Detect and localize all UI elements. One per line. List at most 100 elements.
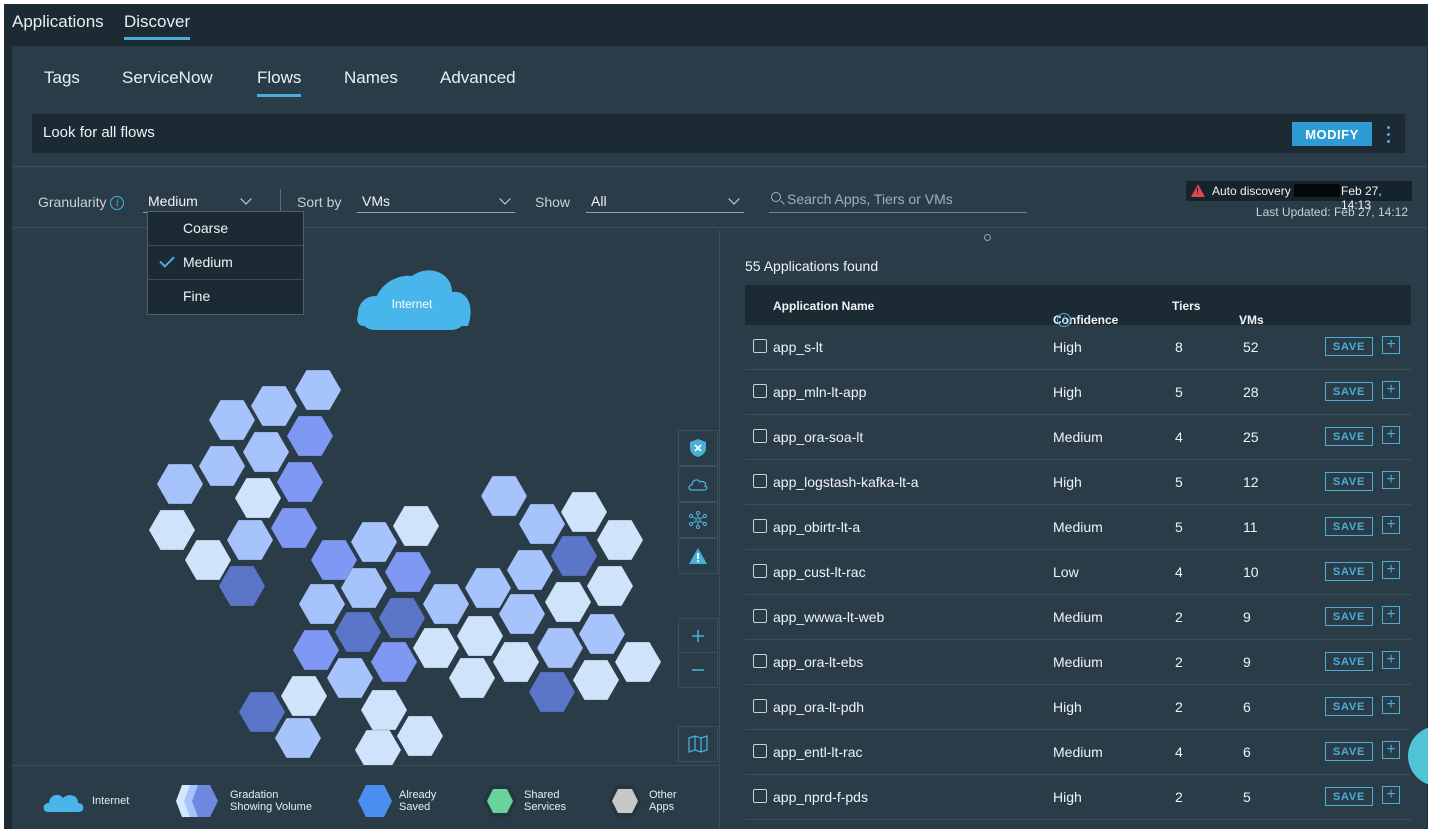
row-checkbox[interactable] <box>753 699 767 713</box>
save-button[interactable]: SAVE <box>1325 652 1373 671</box>
application-hexagon[interactable] <box>239 692 285 732</box>
info-icon[interactable]: i <box>110 196 125 211</box>
tab-servicenow[interactable]: ServiceNow <box>122 68 213 87</box>
application-hexagon[interactable] <box>493 642 539 682</box>
table-row[interactable]: app_cust-lt-rac Low 4 10 SAVE + <box>745 550 1411 595</box>
table-row[interactable]: app_wwwa-lt-web Medium 2 9 SAVE + <box>745 595 1411 640</box>
add-icon[interactable]: + <box>1382 471 1400 489</box>
tab-advanced[interactable]: Advanced <box>440 68 516 87</box>
add-icon[interactable]: + <box>1382 336 1400 354</box>
app-name-cell[interactable]: app_ora-lt-ebs <box>773 654 864 670</box>
granularity-option-medium[interactable]: Medium <box>148 246 303 280</box>
add-icon[interactable]: + <box>1382 741 1400 759</box>
application-hexagon[interactable] <box>371 642 417 682</box>
save-button[interactable]: SAVE <box>1325 427 1373 446</box>
application-hexagon[interactable] <box>597 520 643 560</box>
application-hexagon[interactable] <box>457 616 503 656</box>
application-hexagon[interactable] <box>481 476 527 516</box>
application-hexagon[interactable] <box>185 540 231 580</box>
tab-discover[interactable]: Discover <box>124 12 191 40</box>
application-hexagon[interactable] <box>209 400 255 440</box>
application-hexagon[interactable] <box>507 550 553 590</box>
save-button[interactable]: SAVE <box>1325 562 1373 581</box>
tab-names[interactable]: Names <box>344 68 398 87</box>
internet-cloud-icon[interactable]: Internet <box>357 270 471 330</box>
application-hexagon[interactable] <box>551 536 597 576</box>
application-hexagon[interactable] <box>199 446 245 486</box>
application-hexagon[interactable] <box>243 432 289 472</box>
application-hexagon[interactable] <box>413 628 459 668</box>
application-hexagon[interactable] <box>271 508 317 548</box>
application-hexagon[interactable] <box>385 552 431 592</box>
application-hexagon[interactable] <box>379 598 425 638</box>
application-hexagon[interactable] <box>545 582 591 622</box>
topology-map[interactable]: Internet <box>12 230 719 765</box>
hexagon-cluster[interactable]: Internet <box>12 230 719 765</box>
application-hexagon[interactable] <box>587 566 633 606</box>
application-hexagon[interactable] <box>361 690 407 730</box>
add-icon[interactable]: + <box>1382 381 1400 399</box>
row-checkbox[interactable] <box>753 744 767 758</box>
tab-flows[interactable]: Flows <box>257 68 302 97</box>
app-name-cell[interactable]: app_nprd-f-pds <box>773 789 868 805</box>
table-row[interactable]: app_entl-lt-rac Medium 4 6 SAVE + <box>745 730 1411 775</box>
add-icon[interactable]: + <box>1382 516 1400 534</box>
application-hexagon[interactable] <box>287 416 333 456</box>
search-input[interactable]: Search Apps, Tiers or VMs <box>769 187 1027 213</box>
save-button[interactable]: SAVE <box>1325 472 1373 491</box>
application-hexagon[interactable] <box>537 628 583 668</box>
table-row[interactable]: app_ora-soa-lt Medium 4 25 SAVE + <box>745 415 1411 460</box>
alert-icon[interactable] <box>678 538 718 574</box>
map-view-icon[interactable] <box>678 726 718 762</box>
application-hexagon[interactable] <box>529 672 575 712</box>
row-checkbox[interactable] <box>753 789 767 803</box>
save-button[interactable]: SAVE <box>1325 742 1373 761</box>
add-icon[interactable]: + <box>1382 786 1400 804</box>
application-hexagon[interactable] <box>149 510 195 550</box>
modify-button[interactable]: MODIFY <box>1292 122 1372 146</box>
add-icon[interactable]: + <box>1382 606 1400 624</box>
app-name-cell[interactable]: app_logstash-kafka-lt-a <box>773 474 919 490</box>
application-hexagon[interactable] <box>423 584 469 624</box>
row-checkbox[interactable] <box>753 474 767 488</box>
network-icon[interactable] <box>678 502 718 538</box>
table-row[interactable]: app_logstash-kafka-lt-a High 5 12 SAVE + <box>745 460 1411 505</box>
app-name-cell[interactable]: app_entl-lt-rac <box>773 744 863 760</box>
application-hexagon[interactable] <box>157 464 203 504</box>
application-hexagon[interactable] <box>449 658 495 698</box>
table-row[interactable]: app_ora-lt-ebs Medium 2 9 SAVE + <box>745 640 1411 685</box>
sort-by-select[interactable]: VMs <box>357 191 515 213</box>
app-name-cell[interactable]: app_obirtr-lt-a <box>773 519 861 535</box>
column-application-name[interactable]: Application Name <box>773 299 875 313</box>
tab-applications[interactable]: Applications <box>12 12 104 31</box>
application-hexagon[interactable] <box>281 676 327 716</box>
row-checkbox[interactable] <box>753 609 767 623</box>
show-select[interactable]: All <box>586 191 744 213</box>
row-checkbox[interactable] <box>753 339 767 353</box>
save-button[interactable]: SAVE <box>1325 607 1373 626</box>
app-name-cell[interactable]: app_cust-lt-rac <box>773 564 866 580</box>
help-fab-button[interactable] <box>1408 726 1428 786</box>
app-name-cell[interactable]: app_ora-lt-pdh <box>773 699 865 715</box>
save-button[interactable]: SAVE <box>1325 697 1373 716</box>
save-button[interactable]: SAVE <box>1325 517 1373 536</box>
shield-icon[interactable] <box>678 430 718 466</box>
table-row[interactable]: app_nprd-f-pds High 2 5 SAVE + <box>745 775 1411 820</box>
tab-tags[interactable]: Tags <box>44 68 80 87</box>
table-row[interactable]: app_ora-lt-pdh High 2 6 SAVE + <box>745 685 1411 730</box>
application-hexagon[interactable] <box>499 594 545 634</box>
app-name-cell[interactable]: app_s-lt <box>773 339 823 355</box>
save-button[interactable]: SAVE <box>1325 787 1373 806</box>
application-hexagon[interactable] <box>311 540 357 580</box>
save-button[interactable]: SAVE <box>1325 337 1373 356</box>
info-icon[interactable]: i <box>1057 313 1071 327</box>
table-row[interactable]: app_mln-lt-app High 5 28 SAVE + <box>745 370 1411 415</box>
application-hexagon[interactable] <box>351 522 397 562</box>
application-hexagon[interactable] <box>397 716 443 756</box>
application-hexagon[interactable] <box>235 478 281 518</box>
save-button[interactable]: SAVE <box>1325 382 1373 401</box>
application-hexagon[interactable] <box>251 386 297 426</box>
row-checkbox[interactable] <box>753 384 767 398</box>
granularity-option-fine[interactable]: Fine <box>148 280 303 314</box>
scroll-indicator[interactable] <box>984 234 991 241</box>
